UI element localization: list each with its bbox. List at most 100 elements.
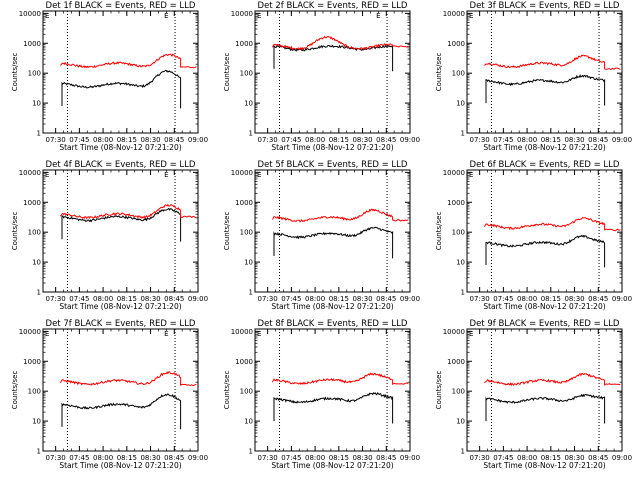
x-tick-label: 08:45 — [588, 295, 608, 303]
y-tick-label: 10000 — [443, 328, 465, 336]
x-tick-label: 08:45 — [164, 295, 184, 303]
x-tick-label: 07:45 — [69, 136, 89, 144]
chart-panel-6: Det 6f BLACK = Events, RED = LLD 1 10 100 10… — [435, 160, 632, 311]
y-tick-label: 10 — [456, 259, 465, 267]
y-tick-label: 100 — [452, 229, 465, 237]
x-tick-label: 08:15 — [329, 295, 349, 303]
y-tick-label: 1000 — [447, 199, 465, 207]
x-tick-label: 08:30 — [564, 454, 584, 462]
x-tick-label: 08:45 — [164, 454, 184, 462]
edge-marker: E — [469, 330, 473, 338]
y-tick-label: 10000 — [231, 328, 253, 336]
x-axis-label: Start Time (08-Nov-12 07:21:20) — [59, 461, 181, 470]
plot-frame — [466, 10, 623, 134]
x-tick-label: 08:15 — [541, 454, 561, 462]
y-tick-label: 1000 — [23, 40, 41, 48]
chart-panel-7: Det 7f BLACK = Events, RED = LLD 1 10 100 10… — [11, 319, 208, 470]
x-tick-label: 08:00 — [93, 454, 113, 462]
x-tick-label: 09:00 — [188, 454, 208, 462]
edge-marker: E — [45, 330, 49, 338]
y-axis-label: Counts/sec — [435, 371, 443, 410]
series-line-events — [485, 234, 606, 268]
chart-panel-2: Det 2f BLACK = Events, RED = LLD 1 10 100 10… — [223, 1, 420, 152]
panel-title: Det 7f BLACK = Events, RED = LLD — [46, 319, 196, 329]
y-tick-label: 1000 — [447, 358, 465, 366]
x-tick-label: 07:30 — [46, 136, 66, 144]
y-tick-label: 10 — [244, 100, 253, 108]
series-line-events — [273, 392, 394, 424]
x-tick-label: 08:00 — [93, 295, 113, 303]
x-tick-label: 08:00 — [517, 136, 537, 144]
plot-frame — [42, 10, 199, 134]
x-tick-label: 08:15 — [329, 454, 349, 462]
edge-marker: E — [376, 12, 380, 20]
x-tick-label: 07:30 — [470, 454, 490, 462]
x-tick-label: 08:00 — [517, 454, 537, 462]
series-line-lld — [59, 371, 197, 387]
y-tick-label: 10000 — [19, 10, 41, 18]
y-tick-label: 10000 — [231, 10, 253, 18]
x-tick-label: 07:30 — [258, 136, 278, 144]
x-tick-label: 09:00 — [188, 136, 208, 144]
x-tick-label: 08:15 — [541, 295, 561, 303]
y-tick-label: 1000 — [235, 199, 253, 207]
x-tick-label: 08:45 — [588, 136, 608, 144]
panel-title: Det 8f BLACK = Events, RED = LLD — [258, 319, 408, 329]
x-tick-label: 07:30 — [258, 295, 278, 303]
series-line-events — [273, 226, 394, 259]
panel-title: Det 1f BLACK = Events, RED = LLD — [46, 1, 196, 11]
x-tick-label: 08:30 — [352, 136, 372, 144]
x-tick-label: 08:30 — [352, 454, 372, 462]
x-tick-label: 09:00 — [400, 454, 420, 462]
edge-marker: E — [164, 171, 168, 179]
x-tick-label: 07:30 — [46, 454, 66, 462]
y-tick-label: 1 — [37, 448, 41, 456]
y-tick-label: 10 — [32, 100, 41, 108]
plot-frame — [254, 10, 411, 134]
x-tick-label: 07:45 — [493, 454, 513, 462]
plot-frame — [254, 328, 411, 452]
y-tick-label: 100 — [28, 70, 41, 78]
series-line-lld — [59, 203, 197, 220]
y-tick-label: 10 — [32, 418, 41, 426]
series-line-lld — [483, 216, 621, 232]
chart-panel-4: Det 4f BLACK = Events, RED = LLD 1 10 100 10… — [11, 160, 208, 311]
x-tick-label: 07:45 — [281, 136, 301, 144]
y-tick-label: 1 — [461, 130, 465, 138]
edge-marker: E — [164, 12, 168, 20]
edge-marker: E — [257, 330, 261, 338]
x-axis-label: Start Time (08-Nov-12 07:21:20) — [271, 143, 393, 152]
y-tick-label: 1000 — [235, 358, 253, 366]
y-tick-label: 1000 — [23, 358, 41, 366]
y-tick-label: 100 — [240, 388, 253, 396]
series-line-events — [485, 393, 606, 424]
x-tick-label: 08:15 — [329, 136, 349, 144]
y-tick-label: 10 — [32, 259, 41, 267]
x-tick-label: 08:30 — [564, 136, 584, 144]
x-axis-label: Start Time (08-Nov-12 07:21:20) — [483, 461, 605, 470]
y-tick-label: 1 — [461, 289, 465, 297]
y-axis-label: Counts/sec — [11, 371, 19, 410]
y-axis-label: Counts/sec — [435, 212, 443, 251]
panel-title: Det 3f BLACK = Events, RED = LLD — [470, 1, 620, 11]
y-tick-label: 1 — [249, 289, 253, 297]
y-tick-label: 100 — [452, 388, 465, 396]
x-tick-label: 08:15 — [117, 295, 137, 303]
x-tick-label: 08:45 — [376, 454, 396, 462]
plot-frame — [466, 328, 623, 452]
y-tick-label: 100 — [240, 229, 253, 237]
y-tick-label: 100 — [28, 229, 41, 237]
x-tick-label: 09:00 — [612, 295, 632, 303]
y-tick-label: 100 — [452, 70, 465, 78]
x-axis-label: Start Time (08-Nov-12 07:21:20) — [271, 302, 393, 311]
edge-marker: E — [469, 171, 473, 179]
x-tick-label: 09:00 — [188, 295, 208, 303]
y-axis-label: Counts/sec — [223, 212, 231, 251]
x-tick-label: 07:45 — [69, 295, 89, 303]
x-tick-label: 08:30 — [564, 295, 584, 303]
y-tick-label: 10000 — [443, 169, 465, 177]
y-tick-label: 10 — [456, 418, 465, 426]
x-tick-label: 08:15 — [541, 136, 561, 144]
y-tick-label: 1 — [37, 289, 41, 297]
